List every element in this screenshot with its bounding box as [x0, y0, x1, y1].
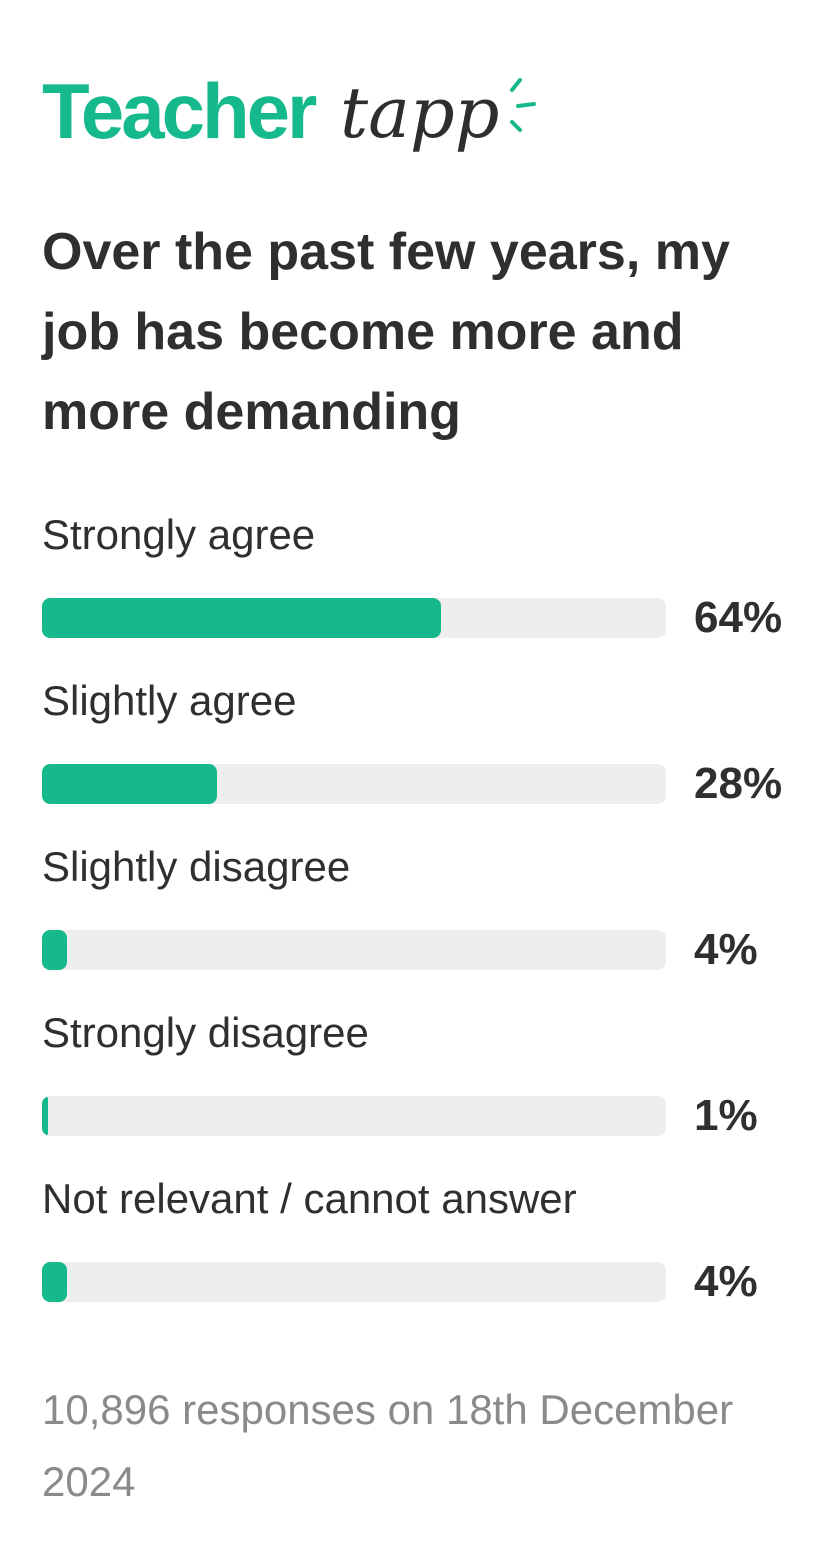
result-row: Slightly disagree 4% [42, 838, 802, 1004]
bar-fill [42, 764, 217, 804]
option-label: Not relevant / cannot answer [42, 1175, 577, 1222]
logo-wordmark: Teacher [42, 67, 317, 155]
result-row: Strongly disagree 1% [42, 1004, 802, 1170]
percentage-label: 28% [694, 759, 783, 808]
results-list: Strongly agree 64% Slightly agree 28% Slight… [42, 506, 802, 1336]
result-row: Not relevant / cannot answer 4% [42, 1170, 802, 1336]
question-title: Over the past few years, my job has beco… [42, 223, 730, 441]
bar-fill [42, 1262, 67, 1302]
sparkle-icon [510, 78, 536, 132]
bar-track [42, 1096, 666, 1136]
percentage-label: 64% [694, 593, 783, 642]
option-label: Strongly disagree [42, 1009, 369, 1056]
bar-track [42, 1262, 666, 1302]
bar-track [42, 930, 666, 970]
bar-fill [42, 1096, 48, 1136]
result-row: Slightly agree 28% [42, 672, 802, 838]
result-row: Strongly agree 64% [42, 506, 802, 672]
response-summary: 10,896 responses on 18th December 2024 [42, 1386, 734, 1505]
bar-track [42, 764, 666, 804]
option-label: Strongly agree [42, 511, 316, 558]
logo-script: tapp [340, 72, 500, 154]
option-label: Slightly agree [42, 677, 297, 724]
teachertapp-logo: Teacher tapp [42, 72, 562, 162]
percentage-label: 4% [694, 1257, 758, 1306]
percentage-label: 4% [694, 925, 758, 974]
option-label: Slightly disagree [42, 843, 351, 890]
bar-track [42, 598, 666, 638]
bar-fill [42, 930, 67, 970]
bar-fill [42, 598, 441, 638]
percentage-label: 1% [694, 1091, 758, 1140]
